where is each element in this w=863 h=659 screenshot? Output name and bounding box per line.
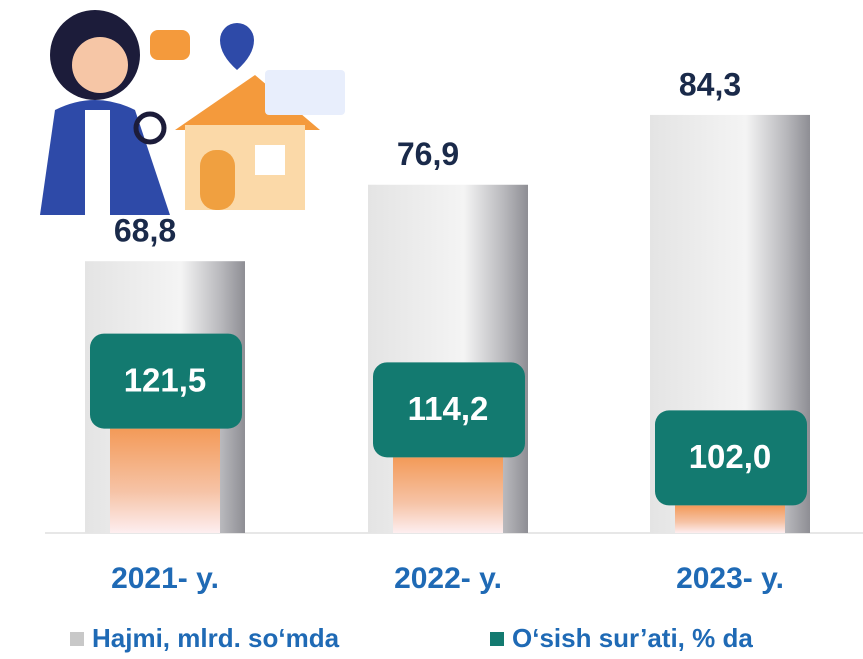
value-label: 76,9	[397, 136, 459, 172]
legend-label: O‘sish sur’ati, % da	[512, 623, 753, 653]
legend-marker	[490, 632, 504, 646]
value-label: 114,2	[408, 390, 489, 427]
illustration	[0, 0, 350, 215]
chart: 68,8 121,5 2021- y. 76,9 114,2 2022- y. 84,3 10…	[0, 0, 863, 659]
legend-marker	[70, 632, 84, 646]
value-label: 121,5	[124, 361, 207, 398]
bar	[675, 505, 785, 533]
value-label: 68,8	[114, 213, 176, 249]
value-label: 102,0	[689, 438, 772, 475]
x-tick-label: 2023- y.	[676, 562, 784, 595]
x-tick-label: 2022- y.	[394, 562, 502, 595]
x-tick-label: 2021- y.	[111, 562, 219, 595]
bar	[393, 457, 503, 533]
bar	[110, 429, 220, 533]
legend-label: Hajmi, mlrd. so‘mda	[92, 623, 340, 653]
value-label: 84,3	[679, 66, 741, 102]
